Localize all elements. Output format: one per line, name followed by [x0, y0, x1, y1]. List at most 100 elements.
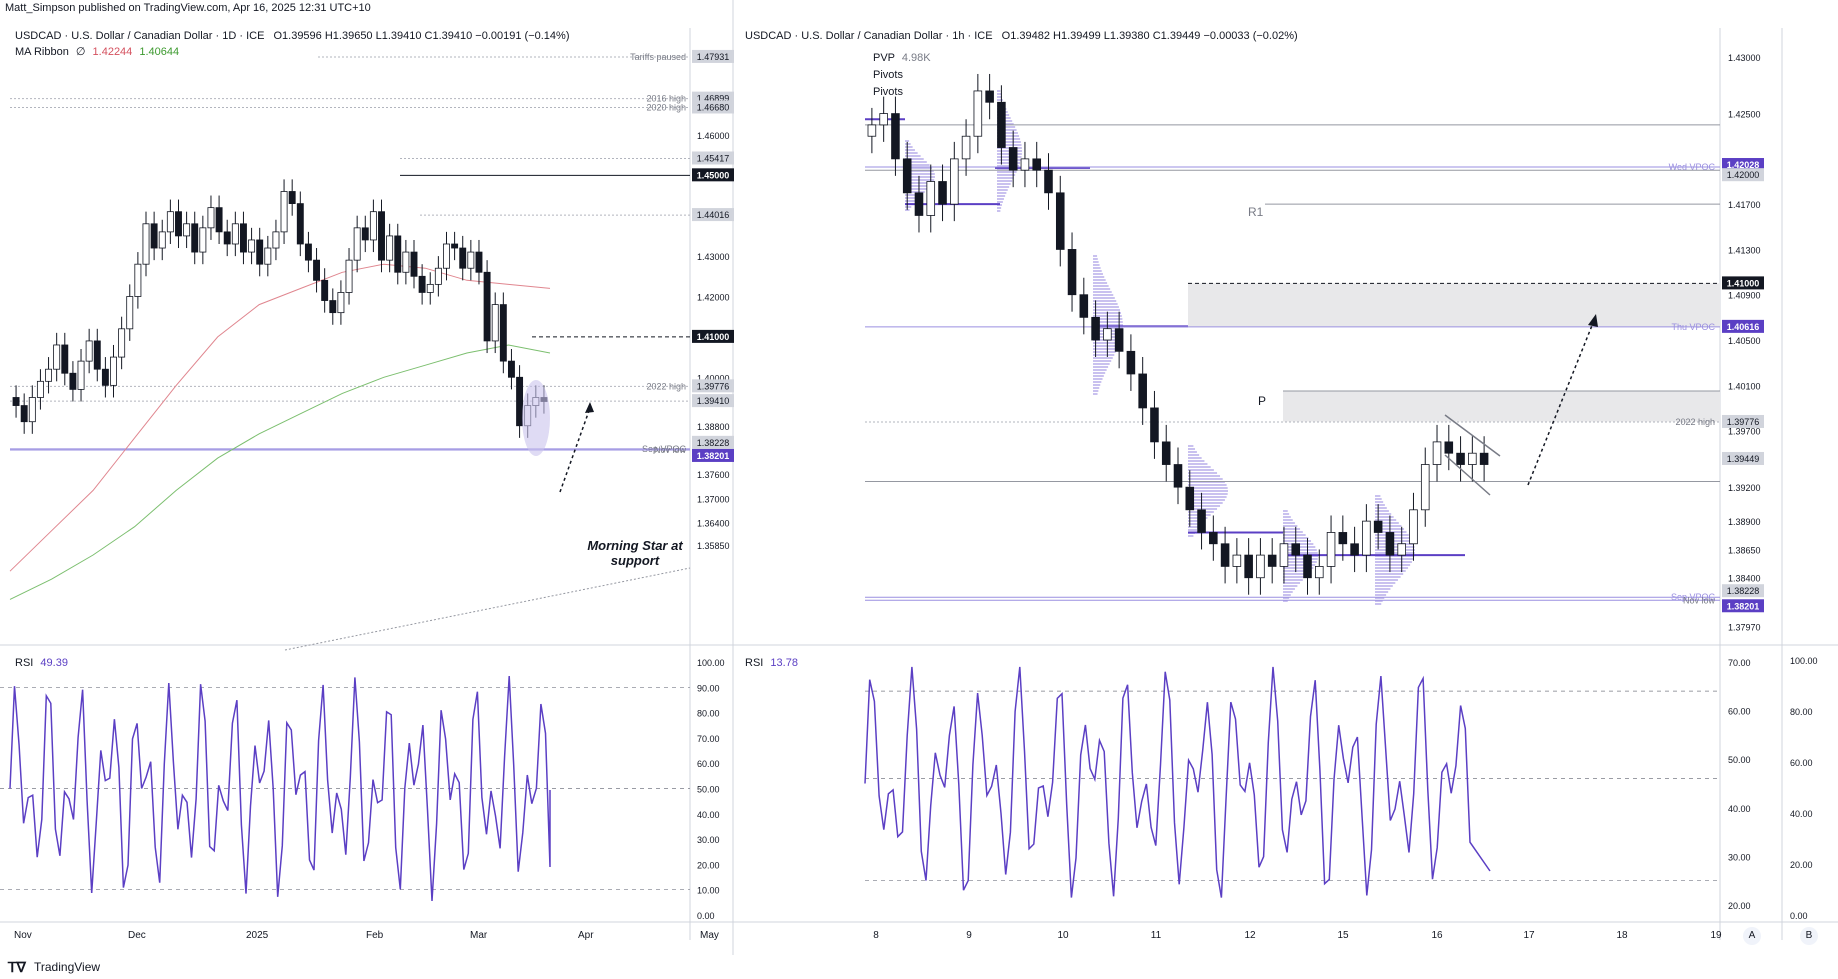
left-rsi-legend[interactable]: RSI 49.39 — [15, 657, 68, 669]
left-axis-tick: 1.36400 — [697, 519, 730, 529]
vp-bar-day-5 — [1283, 564, 1316, 566]
vp-bar-day-5 — [1283, 516, 1291, 518]
right-rsi-legend[interactable]: RSI 13.78 — [745, 657, 798, 669]
right-axis-tick: 1.37970 — [1728, 622, 1761, 632]
right-candle-body — [867, 124, 877, 137]
vp-bar-day-1 — [905, 161, 927, 163]
vp-bar-day-3 — [1093, 366, 1109, 368]
left-symbol-title: USDCAD · U.S. Dollar / Canadian Dollar ·… — [15, 30, 265, 42]
right-time-tick: 16 — [1431, 930, 1443, 941]
vp-bar-day-3 — [1093, 345, 1119, 347]
left-ma-legend[interactable]: MA Ribbon ∅ 1.42244 1.40644 — [15, 45, 179, 58]
right-candle-body — [1091, 316, 1100, 341]
vp-bar-day-5 — [1283, 528, 1301, 530]
vp-bar-day-1 — [905, 167, 933, 169]
left-price-level-label: 2016 high — [646, 94, 686, 104]
left-ohlc: O1.39596 H1.39650 L1.39410 C1.39410 −0.0… — [273, 30, 570, 42]
vp-bar-day-6 — [1375, 597, 1385, 599]
right-candle-body — [1338, 532, 1348, 545]
right-price-tag: 1.41000 — [1727, 278, 1760, 288]
vp-bar-day-3 — [1093, 285, 1109, 287]
left-candle-body — [402, 251, 410, 273]
right-candle-body — [1350, 543, 1359, 556]
left-rsi-tick: 90.00 — [697, 683, 720, 693]
left-rsi-value: 49.39 — [40, 657, 68, 669]
vp-bar-day-5 — [1283, 513, 1290, 515]
vp-bar-day-4 — [1188, 478, 1223, 480]
ma-settings-icon[interactable]: ∅ — [75, 46, 86, 58]
pvp-legend[interactable]: PVP 4.98K — [873, 52, 931, 64]
vp-bar-day-2 — [997, 174, 1016, 176]
footer-brand: TradingView — [34, 960, 101, 974]
right-candle-body — [1126, 350, 1136, 375]
right-axis-tick: 1.40100 — [1728, 381, 1761, 391]
left-price-tag-bg — [692, 151, 734, 165]
scale-button-b[interactable]: B — [1800, 927, 1818, 945]
left-price-tag-bg — [692, 329, 734, 343]
vp-bar-day-2 — [997, 90, 1001, 92]
right-time-tick: 12 — [1244, 930, 1256, 941]
left-candle-body — [61, 344, 69, 374]
vp-bar-day-4 — [1188, 535, 1194, 537]
right-price-level-label: Thu VPOC — [1671, 322, 1715, 332]
right-time-tick: 18 — [1616, 930, 1628, 941]
right-rsi-tick-outer: 0.00 — [1790, 911, 1808, 921]
vp-bar-day-5 — [1283, 576, 1306, 578]
right-candle-body — [1032, 158, 1042, 171]
vp-bar-day-2 — [997, 183, 1011, 185]
right-candle-body — [1138, 373, 1147, 409]
vp-bar-day-2 — [997, 96, 1002, 98]
vp-bar-day-3 — [1093, 387, 1100, 389]
vp-bar-day-5 — [1283, 600, 1288, 602]
right-candle-body — [1291, 543, 1301, 556]
right-axis-tick: 1.38650 — [1728, 545, 1761, 555]
vp-bar-day-1 — [905, 185, 931, 187]
left-candle-body — [378, 211, 385, 261]
right-chart-panel[interactable] — [734, 30, 1834, 960]
right-candle-body — [1173, 464, 1183, 488]
vp-bar-day-5 — [1283, 558, 1318, 560]
vp-bar-day-5 — [1283, 552, 1318, 554]
left-candle-body — [483, 271, 491, 342]
vp-bar-day-1 — [905, 206, 912, 208]
right-candle-body — [1432, 441, 1442, 465]
vp-bar-day-1 — [905, 197, 919, 199]
left-candle-body — [467, 251, 475, 269]
right-rsi-tick: 20.00 — [1728, 901, 1751, 911]
right-axis-tick: 1.39700 — [1728, 427, 1761, 437]
left-candle-body — [313, 259, 321, 281]
left-candle-body — [507, 360, 515, 378]
right-price-tag-bg — [1722, 276, 1764, 290]
left-candle-body — [142, 223, 150, 265]
left-time-tick: Feb — [366, 930, 384, 941]
vp-bar-day-4 — [1188, 520, 1205, 522]
vp-bar-day-1 — [905, 149, 915, 151]
pivots-legend-2[interactable]: Pivots — [873, 86, 903, 98]
vp-bar-day-3 — [1093, 369, 1107, 371]
left-candle-body — [353, 227, 361, 261]
left-projection-arrow — [559, 407, 591, 493]
right-price-tag: 1.38201 — [1727, 601, 1760, 611]
right-candle-body — [1220, 543, 1230, 567]
vp-bar-day-3 — [1093, 270, 1102, 272]
vp-bar-day-1 — [905, 146, 913, 148]
right-zones — [1188, 283, 1720, 422]
vp-bar-day-5 — [1283, 531, 1303, 533]
vp-bar-day-1 — [905, 188, 928, 190]
vp-bar-day-3 — [1093, 321, 1123, 323]
vp-bar-day-3 — [1093, 324, 1123, 326]
right-candle-body — [1397, 543, 1406, 556]
left-candle-body — [118, 328, 126, 358]
vp-bar-day-6 — [1375, 516, 1394, 518]
vp-bar-day-3 — [1093, 390, 1099, 392]
left-candle-body — [304, 243, 312, 261]
vp-bar-day-4 — [1188, 526, 1200, 528]
right-candle-body — [1326, 532, 1336, 567]
pivots-legend-1[interactable]: Pivots — [873, 69, 903, 81]
right-axis-tick: 1.38400 — [1728, 574, 1761, 584]
scale-button-a[interactable]: A — [1743, 927, 1761, 945]
vp-bar-day-4 — [1188, 463, 1208, 465]
vp-bar-day-3 — [1093, 282, 1108, 284]
right-candle-body — [914, 192, 924, 216]
